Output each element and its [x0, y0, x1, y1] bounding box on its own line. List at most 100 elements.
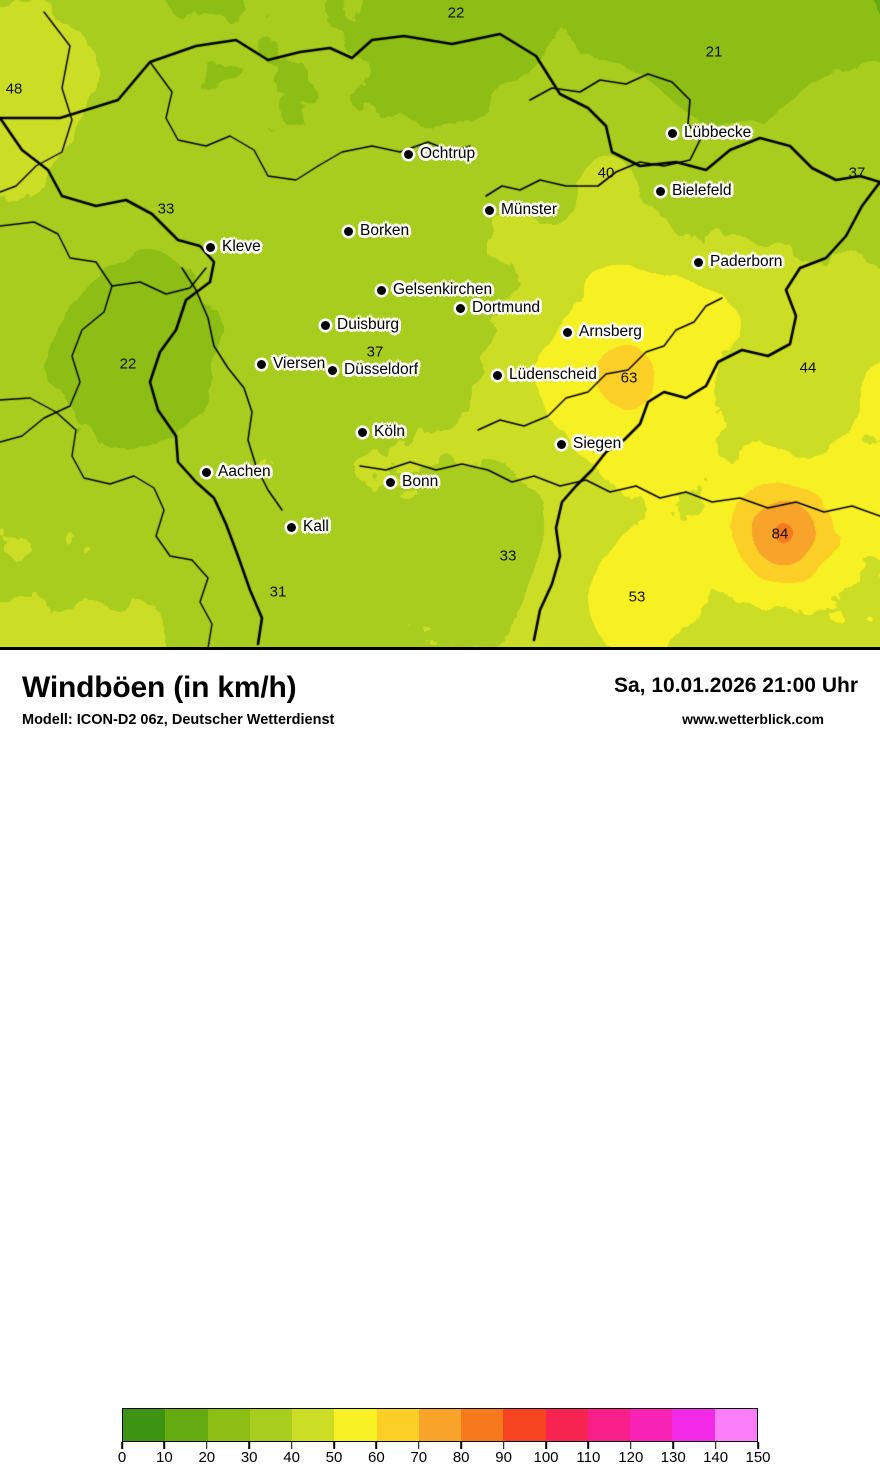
colorbar-tick-label: 100 [533, 1449, 559, 1466]
city-marker[interactable]: Lüdenscheid [493, 366, 597, 384]
city-dot-icon [694, 257, 703, 267]
city-label: Köln [374, 423, 406, 440]
colorbar-tick-label: 40 [283, 1449, 300, 1466]
gust-value-label: 37 [366, 343, 384, 361]
city-marker[interactable]: Arnsberg [563, 323, 642, 341]
city-dot-icon [456, 303, 465, 313]
city-marker[interactable]: Ochtrup [404, 145, 475, 163]
city-marker[interactable]: Bonn [386, 473, 438, 491]
colorbar-tick-label: 80 [452, 1449, 470, 1466]
gust-value-label: 33 [499, 547, 517, 565]
city-marker[interactable]: Siegen [557, 435, 621, 453]
colorbar-tick-label: 30 [240, 1449, 258, 1466]
model-subtitle: Modell: ICON-D2 06z, Deutscher Wetterdie… [22, 712, 335, 728]
colorbar-ticks [121, 1442, 759, 1449]
valid-datetime: Sa, 10.01.2026 21:00 Uhr [613, 674, 858, 697]
colorbar-tick [418, 1442, 420, 1449]
city-marker[interactable]: Köln [358, 423, 405, 441]
city-dot-icon [358, 427, 367, 437]
colorbar-tick-label: 150 [745, 1449, 771, 1466]
city-dot-icon [485, 205, 494, 215]
city-label: Gelsenkirchen [393, 281, 493, 298]
colorbar-tick [502, 1442, 505, 1449]
gust-value-label: 22 [447, 4, 465, 22]
colorbar-tick-label: 140 [703, 1449, 729, 1466]
city-label: Arnsberg [579, 323, 642, 340]
gust-value-label: 84 [771, 525, 789, 543]
city-dot-icon [656, 186, 665, 196]
colorbar-tick [248, 1442, 250, 1449]
city-marker[interactable]: Gelsenkirchen [377, 281, 492, 299]
colorbar-tick [460, 1442, 462, 1449]
city-marker[interactable]: Aachen [202, 463, 271, 481]
city-dot-icon [557, 439, 566, 449]
city-label: Bonn [402, 473, 439, 490]
city-dot-icon [404, 149, 413, 159]
colorbar-segment [587, 1409, 631, 1441]
city-dot-icon [202, 467, 211, 477]
colorbar-tick-labels: 0 10 20 30 40 50 60 70 80 90 100 110 120 130 140 150 [118, 1449, 771, 1471]
city-dot-icon [257, 359, 266, 369]
city-label: Kleve [222, 238, 261, 255]
city-dot-icon [344, 226, 353, 236]
city-marker[interactable]: Borken [344, 222, 409, 240]
colorbar-segment [461, 1409, 504, 1441]
city-marker[interactable]: Münster [485, 201, 557, 219]
gust-value-label: 44 [799, 359, 817, 377]
city-label: Düsseldorf [344, 361, 419, 378]
colorbar-segment [165, 1409, 208, 1441]
weather-map-panel[interactable]: 48 22 21 37 33 40 22 37 63 44 84 33 53 31 Lübbecke Ocht… [0, 0, 880, 650]
city-dot-icon [493, 370, 502, 380]
city-label: Bielefeld [672, 182, 732, 199]
colorbar-tick [206, 1442, 208, 1449]
city-marker[interactable]: Dortmund [456, 299, 540, 317]
city-label: Lübbecke [684, 124, 752, 141]
legend-footer: Windböen (in km/h) Modell: ICON-D2 06z, … [0, 650, 880, 1466]
colorbar-segment [672, 1409, 715, 1441]
colorbar-tick [757, 1442, 759, 1449]
city-dot-icon [287, 522, 296, 532]
colorbar-tick [545, 1442, 547, 1449]
city-marker[interactable]: Düsseldorf [328, 361, 418, 379]
page-title: Windböen (in km/h) [22, 671, 297, 704]
city-marker[interactable]: Paderborn [694, 253, 782, 271]
colorbar-segment [503, 1409, 546, 1441]
colorbar-segment [292, 1409, 335, 1441]
colorbar-segment [418, 1409, 462, 1441]
map-labels-overlay: 48 22 21 37 33 40 22 37 63 44 84 33 53 31 Lübbecke Ocht… [0, 0, 880, 647]
city-marker[interactable]: Bielefeld [656, 182, 731, 200]
colorbar-segment [249, 1409, 293, 1441]
city-label: Münster [501, 201, 557, 218]
colorbar-tick [587, 1442, 590, 1449]
city-dot-icon [563, 327, 572, 337]
gust-value-label: 53 [628, 588, 646, 606]
city-marker[interactable]: Kall [287, 518, 329, 536]
colorbar-segment [714, 1409, 757, 1441]
wind-gust-raster [0, 0, 880, 647]
colorbar-segment [123, 1409, 166, 1441]
colorbar-tick [375, 1442, 378, 1449]
gust-value-label: 21 [705, 43, 723, 61]
city-dot-icon [668, 128, 677, 138]
colorbar-tick [121, 1442, 123, 1449]
colorbar-tick-label: 120 [618, 1449, 644, 1466]
colorbar-segment [376, 1409, 419, 1441]
colorbar-segment [545, 1409, 588, 1441]
city-marker[interactable]: Kleve [206, 238, 261, 256]
colorbar-tick [290, 1442, 293, 1449]
gust-value-label: 31 [269, 583, 287, 601]
city-label: Siegen [573, 435, 622, 452]
city-dot-icon [321, 320, 330, 330]
colorbar-tick-label: 20 [198, 1449, 216, 1466]
city-marker[interactable]: Duisburg [321, 316, 399, 334]
city-label: Duisburg [337, 316, 400, 333]
gust-value-label: 63 [620, 369, 638, 387]
city-marker[interactable]: Viersen [257, 355, 325, 373]
colorbar: 0 10 20 30 40 50 60 70 80 90 100 110 120 130 140 150 [118, 1408, 771, 1466]
city-dot-icon [328, 365, 337, 375]
colorbar-tick [714, 1442, 717, 1449]
city-label: Dortmund [472, 299, 541, 316]
colorbar-segment [630, 1409, 673, 1441]
city-marker[interactable]: Lübbecke [668, 124, 751, 142]
city-label: Paderborn [710, 253, 783, 270]
